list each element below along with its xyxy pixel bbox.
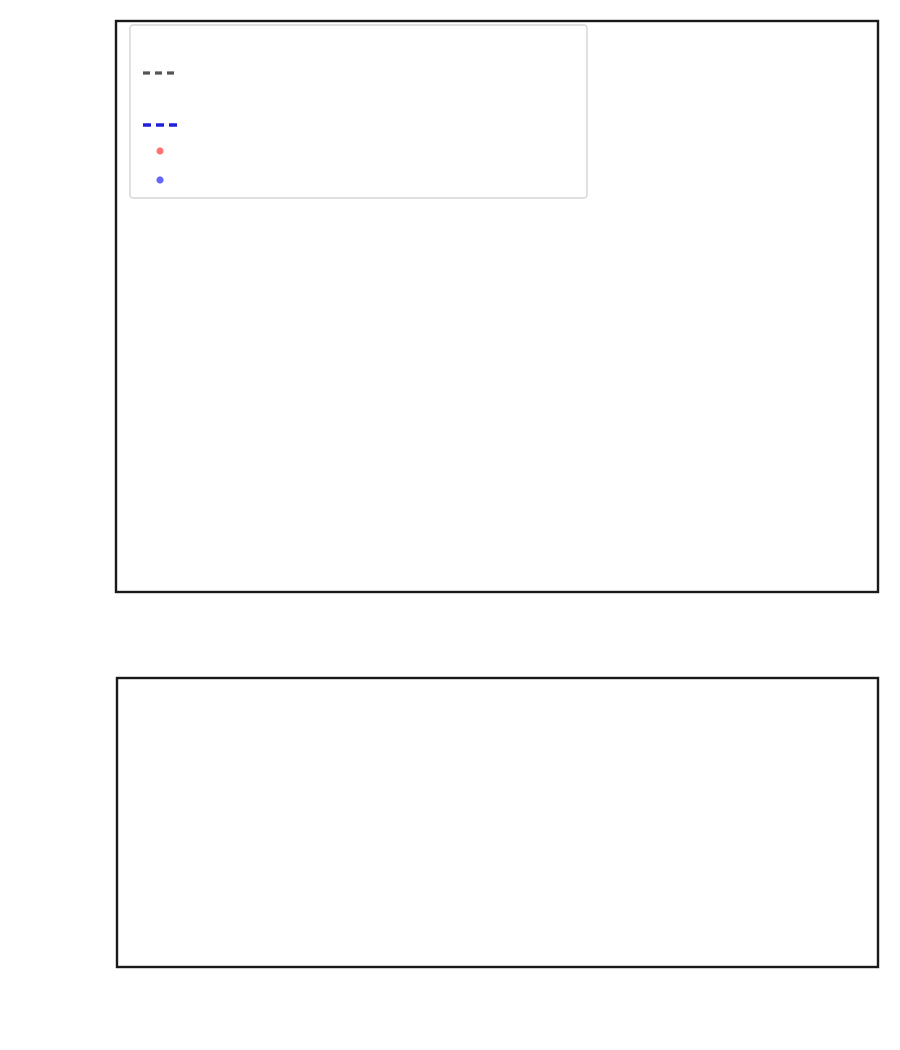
legend — [129, 24, 588, 199]
legend-background — [129, 24, 588, 199]
legend-marker-corrected-dot — [156, 176, 164, 184]
legend-marker-raw-dot — [156, 147, 164, 155]
calibration-panel — [114, 19, 880, 594]
top-panel-frame — [114, 19, 880, 594]
residuals-panel — [115, 676, 880, 969]
bottom-panel-frame — [115, 676, 880, 969]
